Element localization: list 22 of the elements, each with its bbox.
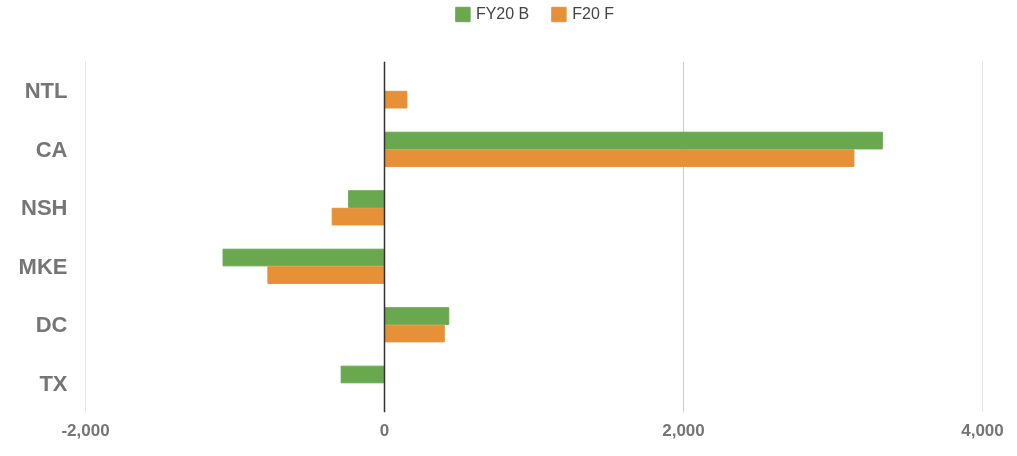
bar: [384, 307, 450, 325]
y-tick-label: CA: [35, 136, 68, 162]
bar: [267, 266, 385, 284]
x-tick-label: 0: [379, 420, 390, 440]
x-tick-label: 4,000: [961, 420, 1004, 440]
bar: [340, 365, 385, 384]
x-tick-label: 2,000: [662, 420, 705, 440]
y-tick-label: NTL: [24, 78, 68, 104]
y-tick-label: TX: [39, 370, 68, 396]
y-tick-label: DC: [35, 312, 68, 338]
legend-label: FY20 B: [475, 5, 530, 23]
bar: [222, 248, 385, 267]
bar: [384, 90, 408, 109]
y-tick-label: MKE: [18, 253, 68, 279]
bar: [384, 324, 445, 343]
bar: [384, 149, 855, 167]
bar: [384, 131, 883, 150]
legend-label: F20 F: [572, 5, 615, 23]
y-tick-label: NSH: [21, 195, 68, 221]
bar: [348, 190, 385, 208]
bar: [331, 207, 385, 226]
x-tick-label: -2,000: [61, 420, 110, 440]
